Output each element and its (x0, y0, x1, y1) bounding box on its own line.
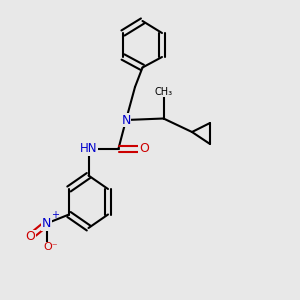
Text: N: N (42, 217, 51, 230)
Text: O: O (139, 142, 149, 155)
Text: O⁻: O⁻ (44, 242, 58, 253)
Text: +: + (51, 210, 59, 220)
Text: O: O (25, 230, 35, 244)
Text: HN: HN (80, 142, 97, 155)
Text: N: N (121, 113, 131, 127)
Text: CH₃: CH₃ (154, 86, 172, 97)
